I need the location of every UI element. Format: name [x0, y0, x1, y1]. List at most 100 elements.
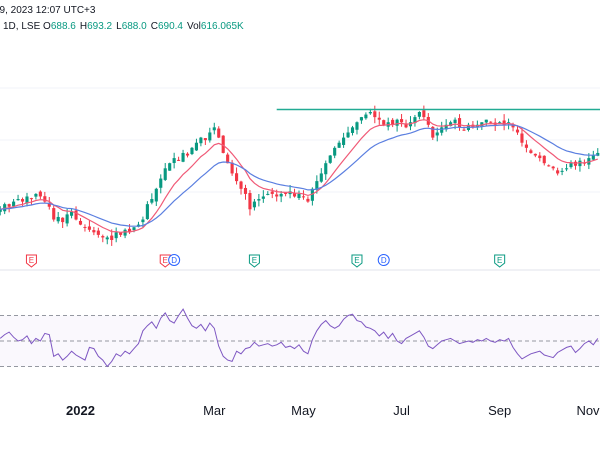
candle-body — [101, 236, 105, 238]
candle-body — [489, 121, 493, 123]
candle-body — [261, 196, 265, 199]
candle-body — [190, 147, 194, 155]
event-marker-dividend: D — [377, 254, 390, 266]
candle-body — [301, 196, 306, 198]
event-marker-earnings: E — [248, 254, 260, 268]
candle-body — [542, 155, 546, 164]
candle-body — [502, 120, 506, 125]
candle-body — [70, 211, 74, 216]
candle-body — [150, 199, 154, 203]
dividend-icon — [168, 254, 181, 266]
candle-body — [92, 230, 96, 233]
high-value: 693.2 — [87, 21, 113, 32]
candle-body — [560, 170, 564, 172]
x-axis: 2022 Mar May Jul Sep Nov — [66, 403, 600, 418]
volume-value: 616.065K — [200, 21, 244, 32]
dividend-icon — [377, 254, 390, 266]
candle-body — [444, 124, 448, 130]
candle-body — [248, 193, 252, 210]
event-letter: E — [163, 256, 168, 265]
candle-body — [315, 181, 319, 190]
earnings-icon — [25, 254, 37, 268]
candle-body — [457, 118, 462, 128]
x-axis-label: Jul — [393, 403, 410, 418]
candle-body — [507, 122, 511, 124]
candle-body — [520, 133, 524, 143]
candle-body — [400, 119, 404, 123]
candle-body — [239, 181, 243, 189]
candle-body — [56, 216, 60, 222]
candle-body — [292, 193, 297, 197]
candle-body — [368, 112, 372, 114]
candle-body — [230, 162, 234, 174]
candle-body — [498, 122, 502, 124]
candle-body — [382, 120, 386, 125]
candle-body — [16, 199, 20, 201]
ma-fast-line — [0, 119, 598, 234]
close-value: 690.4 — [157, 21, 183, 32]
candle-body — [34, 193, 38, 197]
candle-body — [404, 123, 408, 128]
low-key: L — [116, 21, 122, 32]
candle-body — [78, 220, 83, 225]
candle-body — [168, 163, 172, 171]
volume-key: Vol — [186, 21, 201, 32]
candle-body — [29, 198, 34, 200]
exchange-label: LSE — [21, 21, 41, 32]
candle-body — [569, 163, 573, 168]
low-value: 688.0 — [121, 21, 147, 32]
candle-body — [306, 198, 310, 202]
candle-body — [203, 138, 207, 141]
candle-body — [212, 127, 216, 131]
ma-slow-line — [0, 124, 598, 227]
earnings-icon — [248, 254, 260, 268]
rsi-line — [0, 308, 599, 368]
candle-body — [172, 158, 176, 164]
candle-body — [529, 150, 533, 153]
candle-body — [417, 112, 421, 117]
candle-body — [119, 232, 123, 235]
candle-body — [52, 208, 56, 220]
x-axis-label: 2022 — [66, 403, 95, 418]
candle-body — [65, 214, 69, 224]
candle-body — [431, 126, 435, 138]
candle-body — [355, 122, 359, 130]
candle-body — [350, 127, 355, 133]
candle-body — [440, 127, 444, 133]
candle-body — [185, 153, 190, 156]
candle-body — [221, 135, 225, 153]
moving-averages — [0, 119, 598, 234]
candle-body — [243, 187, 248, 194]
candle-body — [7, 204, 11, 207]
candle-body — [324, 163, 328, 175]
candle-body — [110, 235, 114, 240]
earnings-icon — [159, 254, 171, 268]
candle-body — [270, 191, 274, 194]
candle-body — [141, 219, 145, 223]
event-letter: E — [497, 256, 502, 265]
candle-body — [413, 117, 417, 124]
candle-body — [556, 170, 560, 174]
candle-body — [449, 122, 453, 127]
interval-label[interactable]: 1D — [3, 21, 16, 32]
candle-body — [284, 192, 288, 194]
candle-body — [533, 153, 537, 156]
candle-body — [38, 191, 42, 197]
candle-body — [377, 117, 381, 120]
candle-body — [96, 230, 100, 235]
candle-body — [547, 165, 551, 167]
candle-body — [123, 229, 127, 236]
candle-body — [275, 194, 279, 197]
candle-body — [453, 119, 457, 123]
candle-body — [252, 201, 256, 208]
candle-body — [578, 160, 582, 167]
open-key: O — [43, 21, 51, 32]
event-marker-earnings: E — [25, 254, 37, 268]
candle-body — [159, 178, 163, 188]
candle-body — [181, 152, 185, 162]
candle-body — [422, 110, 426, 118]
candle-body — [279, 193, 283, 197]
candle-body — [297, 193, 301, 199]
